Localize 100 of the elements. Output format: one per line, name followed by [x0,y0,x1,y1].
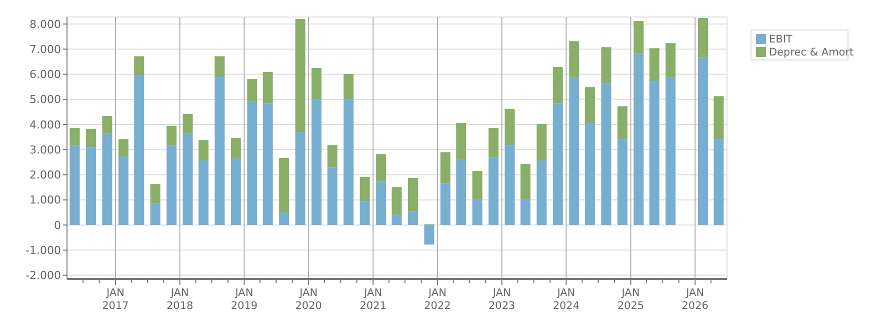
x-tick-label: JAN 2020 [295,287,322,312]
y-tick-label: 3.000 [30,143,61,156]
bar [86,147,96,225]
y-tick-label: 2.000 [30,168,61,182]
bar [182,114,193,134]
bar [617,139,628,225]
bar [536,160,547,225]
bar [536,124,547,161]
bar [666,43,676,78]
bar [344,74,354,100]
x-tick-label: JAN 2025 [617,287,644,312]
bar [440,152,450,184]
x-tick-label: JAN 2018 [166,287,194,312]
y-tick-label: 4.000 [30,118,61,132]
y-tick-label: 8.000 [30,18,61,31]
bar [488,158,499,225]
bar [649,48,660,82]
bar [230,138,241,159]
bar [649,81,660,225]
bar [392,214,402,225]
bar [456,123,466,160]
bar [520,164,530,200]
bar [472,170,482,200]
bar [182,134,193,225]
bar [552,66,563,104]
y-tick-label: -1.000 [26,244,61,257]
bar [214,77,225,225]
x-tick-label: JAN 2019 [230,287,258,312]
bar [376,182,386,225]
bar [569,41,580,78]
y-tick-label: 5.000 [30,93,61,106]
bar [86,129,96,148]
bar [698,58,708,225]
bar [150,184,160,204]
bar [714,96,724,140]
bar [488,128,499,158]
bar [247,102,258,225]
bar [70,146,80,225]
bar [214,56,225,78]
bar [456,160,466,225]
legend-label: Deprec & Amort [769,46,854,59]
y-tick-label: 0 [54,218,61,232]
y-tick-label: 1.000 [30,194,61,207]
bar [617,106,628,140]
bar [408,178,418,212]
bar [698,18,708,58]
bar [584,123,595,225]
bar [376,154,386,182]
bar [714,139,724,225]
bar [150,204,160,225]
x-tick-label: JAN 2017 [102,287,129,312]
x-tick-label: JAN 2022 [424,287,451,312]
bar [279,158,290,213]
bar [424,224,434,245]
bar [198,160,208,225]
bar [552,103,563,225]
bar [70,128,80,146]
bar [312,68,322,100]
bar [360,201,370,225]
x-tick-label: JAN 2023 [488,287,516,312]
bar [247,79,258,102]
bar [327,145,338,168]
bar [118,139,128,157]
bar [134,75,144,225]
x-tick-label: JAN 2024 [552,287,580,312]
bar [504,108,515,146]
bar [634,54,644,225]
bar [279,212,290,225]
y-tick-label: 6.000 [30,68,61,82]
bar [408,212,418,225]
bar [601,47,612,84]
legend-label: EBIT [769,34,793,46]
bar [392,187,402,215]
bar [166,126,177,146]
bar [634,21,644,54]
bar [295,19,306,132]
bar [601,83,612,225]
bar [327,168,338,225]
bar [262,72,273,104]
bar [134,56,144,76]
y-tick-label: -2.000 [26,269,61,282]
y-tick-label: 7.000 [30,43,61,56]
bar [102,116,112,134]
bar [344,99,354,225]
bar [504,145,515,225]
bar [262,103,273,225]
bar [118,156,128,225]
x-tick-label: JAN 2026 [682,287,709,312]
bar [569,78,580,225]
bar [102,134,112,225]
bar [230,158,241,225]
bar [198,140,208,161]
bar [472,200,482,225]
bar [312,99,322,225]
bar [520,200,530,225]
x-tick-label: JAN 2021 [360,287,386,312]
bar [166,146,177,225]
bar [666,78,676,225]
bar [584,87,595,124]
bar [295,132,306,225]
